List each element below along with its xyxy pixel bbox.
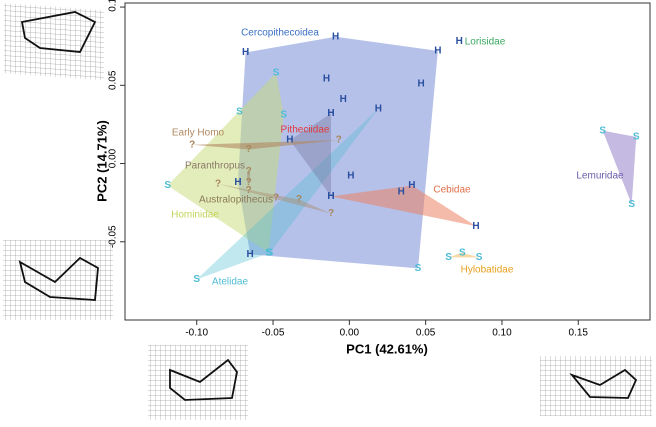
group-label: Early Homo <box>172 128 225 139</box>
point-marker: H <box>347 171 354 182</box>
point-marker: S <box>280 110 287 121</box>
point-marker: ? <box>246 144 252 155</box>
group-label: Hominidae <box>171 210 219 221</box>
group-label: Lorisidae <box>465 37 506 48</box>
point-marker: S <box>164 180 171 191</box>
point-marker: H <box>286 135 293 146</box>
shape-grid <box>540 356 652 416</box>
point-marker: S <box>599 125 606 136</box>
x-tick-label: 0.00 <box>340 328 360 339</box>
group-hull <box>167 72 284 253</box>
point-marker: H <box>398 186 405 197</box>
shape-outline <box>20 11 97 53</box>
point-marker: H <box>242 47 249 58</box>
point-marker: S <box>273 67 280 78</box>
point-marker: H <box>408 180 415 191</box>
point-marker: H <box>327 108 334 119</box>
point-marker: S <box>415 263 422 274</box>
point-marker: ? <box>336 135 342 146</box>
group-hull <box>196 108 379 280</box>
point-marker: H <box>434 46 441 57</box>
point-marker: S <box>476 252 483 263</box>
group-hull <box>289 113 332 197</box>
point-marker: H <box>327 191 334 202</box>
point-marker: ? <box>273 193 279 204</box>
group-hull <box>237 36 438 269</box>
group-label: Australopithecus <box>199 195 273 206</box>
group-hull <box>331 185 477 227</box>
point-marker: H <box>234 177 241 188</box>
point-marker: S <box>267 247 274 258</box>
group-label: Atelidae <box>212 277 249 288</box>
y-tick-label: 0.05 <box>108 70 119 90</box>
shape-outline <box>18 256 99 301</box>
point-marker: ? <box>246 166 252 177</box>
x-tick-label: -0.10 <box>185 328 208 339</box>
group-label: Lemuridae <box>576 171 624 182</box>
point-marker: ? <box>189 139 195 150</box>
y-axis-label: PC2 (14.71%) <box>94 120 109 202</box>
y-tick-label: 0.00 <box>108 148 119 168</box>
group-hull <box>218 183 332 214</box>
point-marker: S <box>628 199 635 210</box>
point-marker: S <box>193 274 200 285</box>
point-marker: S <box>633 132 640 143</box>
shape-outline <box>169 358 238 401</box>
point-marker: S <box>445 252 452 263</box>
point-marker: H <box>417 78 424 89</box>
point-marker: S <box>459 247 466 258</box>
point-marker: H <box>340 94 347 105</box>
group-label: Paranthropus <box>185 161 245 172</box>
x-tick-label: 0.15 <box>569 328 589 339</box>
y-tick-label: -0.05 <box>108 225 119 248</box>
point-marker: H <box>332 31 339 42</box>
point-marker: ? <box>246 185 252 196</box>
x-axis-label: PC1 (42.61%) <box>346 341 428 356</box>
point-marker: H <box>327 191 334 202</box>
point-marker: ? <box>296 194 302 205</box>
point-marker: H <box>247 249 254 260</box>
deformation-grids <box>3 3 652 420</box>
x-tick-label: 0.05 <box>416 328 436 339</box>
shape-outline <box>569 368 638 399</box>
group-label: Pitheciidae <box>281 125 330 136</box>
point-marker: ? <box>328 208 334 219</box>
point-marker: H <box>327 108 334 119</box>
group-label: Cebidae <box>433 185 471 196</box>
group-hull <box>192 140 339 150</box>
point-marker: H <box>456 36 463 47</box>
group-label: Cercopithecoidea <box>241 28 319 39</box>
point-marker: ? <box>215 179 221 190</box>
plot-frame <box>124 2 651 321</box>
point-marker: H <box>375 103 382 114</box>
point-marker: ? <box>246 177 252 188</box>
x-tick-label: -0.05 <box>262 328 285 339</box>
point-marker: S <box>265 247 272 258</box>
group-hull <box>448 252 480 258</box>
x-tick-label: 0.10 <box>492 328 512 339</box>
shape-grid <box>148 345 248 420</box>
shape-grid <box>4 3 104 81</box>
point-marker: S <box>236 107 243 118</box>
group-hull <box>602 130 637 205</box>
point-marker: H <box>472 221 479 232</box>
group-label: Hylobatidae <box>461 265 514 276</box>
y-tick-label: 0.10 <box>108 0 119 12</box>
point-marker: H <box>323 74 330 85</box>
